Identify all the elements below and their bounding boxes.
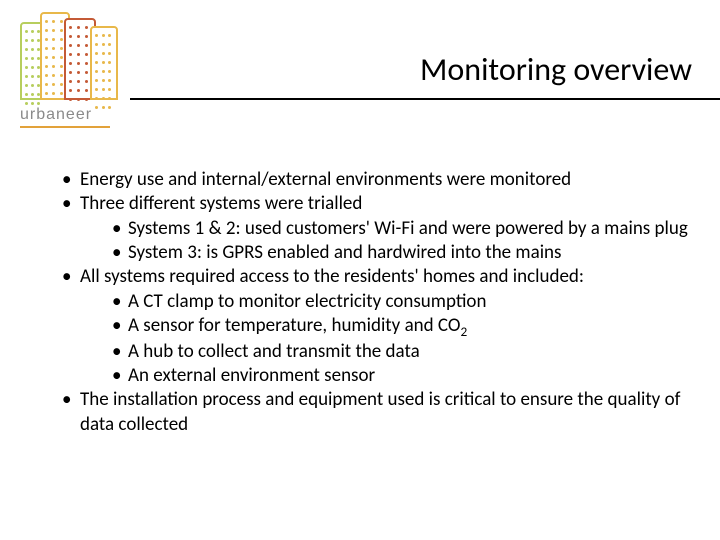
bullet-sub-text: A sensor for temperature, humidity and C…	[128, 314, 460, 337]
content: Energy use and internal/external environ…	[50, 168, 690, 437]
logo: urbaneer	[20, 12, 120, 132]
bullet-sub-item: An external environment sensor	[50, 364, 690, 388]
subscript: 2	[460, 323, 467, 340]
bullet-sub-item: A CT clamp to monitor electricity consum…	[50, 290, 690, 314]
logo-underline	[20, 126, 110, 128]
bullet-item: The installation process and equipment u…	[50, 388, 690, 437]
bullet-sub-item: A hub to collect and transmit the data	[50, 340, 690, 364]
logo-buildings-icon	[20, 12, 120, 102]
bullet-item: Energy use and internal/external environ…	[50, 168, 690, 192]
bullet-item: All systems required access to the resid…	[50, 265, 690, 289]
bullet-sub-item: A sensor for temperature, humidity and C…	[50, 314, 690, 340]
logo-text: urbaneer	[20, 106, 120, 124]
title-rule	[130, 98, 720, 100]
page-title: Monitoring overview	[420, 50, 692, 89]
bullet-sub-item: System 3: is GPRS enabled and hardwired …	[50, 241, 690, 265]
bullet-item: Three different systems were trialled	[50, 192, 690, 216]
bullet-sub-item: Systems 1 & 2: used customers' Wi-Fi and…	[50, 217, 690, 241]
